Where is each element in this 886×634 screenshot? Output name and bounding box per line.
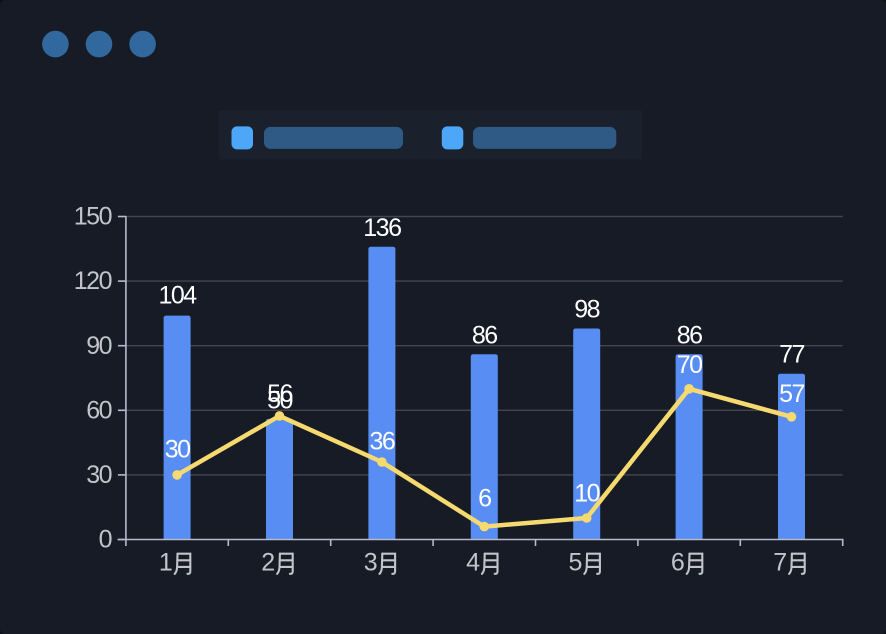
svg-text:3: 3 — [364, 549, 377, 577]
svg-text:10: 10 — [574, 480, 599, 508]
svg-text:60: 60 — [86, 396, 111, 424]
svg-text:5: 5 — [568, 549, 581, 577]
svg-text:136: 136 — [363, 214, 401, 242]
svg-text:86: 86 — [677, 321, 702, 349]
svg-text:36: 36 — [369, 428, 394, 456]
svg-text:1: 1 — [159, 549, 172, 577]
svg-text:50: 50 — [267, 387, 292, 415]
svg-text:6: 6 — [671, 549, 684, 577]
svg-text:86: 86 — [472, 321, 497, 349]
svg-text:120: 120 — [74, 267, 112, 295]
svg-text:98: 98 — [574, 296, 599, 324]
svg-text:7: 7 — [773, 549, 786, 577]
svg-text:4: 4 — [466, 549, 480, 577]
svg-text:30: 30 — [86, 461, 111, 489]
svg-text:70: 70 — [677, 351, 702, 379]
svg-text:90: 90 — [86, 332, 111, 360]
svg-text:2: 2 — [261, 549, 274, 577]
svg-text:30: 30 — [165, 436, 190, 464]
svg-text:104: 104 — [158, 282, 197, 310]
svg-text:77: 77 — [779, 341, 804, 369]
svg-text:150: 150 — [74, 203, 112, 231]
svg-text:56: 56 — [267, 380, 292, 408]
svg-text:57: 57 — [779, 380, 804, 408]
svg-text:6: 6 — [478, 485, 491, 513]
svg-text:0: 0 — [99, 526, 112, 554]
